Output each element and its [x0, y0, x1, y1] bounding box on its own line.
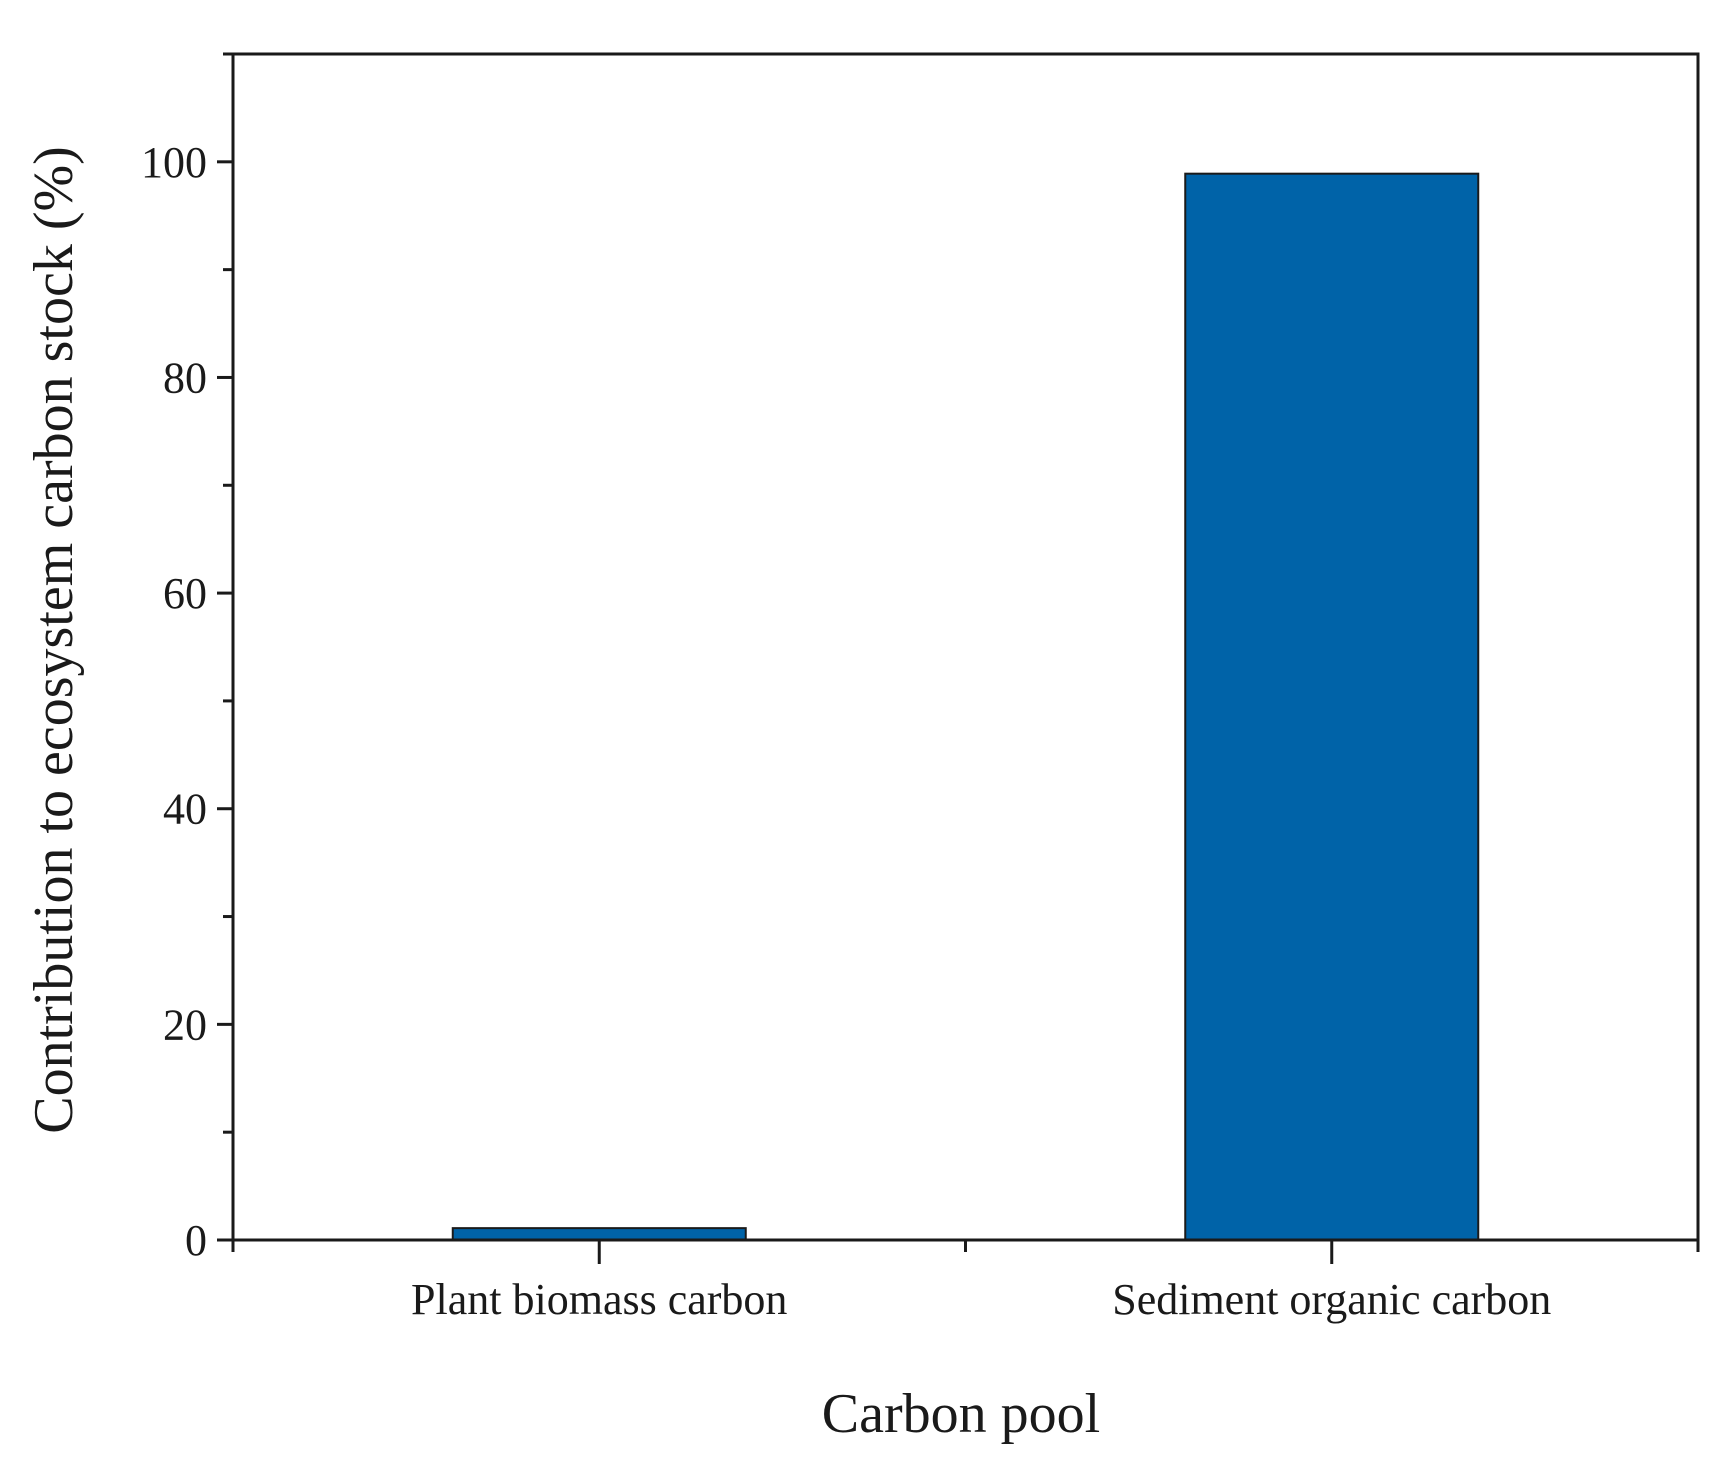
labels-layer: 0 20 40 60 80 100 Plant biomass carbon Sediment…: [141, 138, 1551, 1324]
bars-layer: [451, 172, 1480, 1242]
y-tick-label: 40: [163, 785, 207, 834]
y-tick-label: 0: [185, 1216, 207, 1265]
y-tick-label: 60: [163, 569, 207, 618]
y-tick-label: 100: [141, 138, 207, 187]
bar-2: [1184, 172, 1480, 1241]
y-tick-label: 20: [163, 1000, 207, 1049]
y-tick-label: 80: [163, 353, 207, 402]
y-axis-title: Contribution to ecosystem carbon stock (…: [23, 146, 85, 1134]
ticks-layer: [217, 52, 1700, 1264]
x-category-label: Sediment organic carbon: [1112, 1275, 1551, 1324]
bar-1: [451, 1227, 747, 1242]
x-category-label: Plant biomass carbon: [411, 1275, 787, 1324]
x-axis-title: Carbon pool: [822, 1383, 1100, 1445]
